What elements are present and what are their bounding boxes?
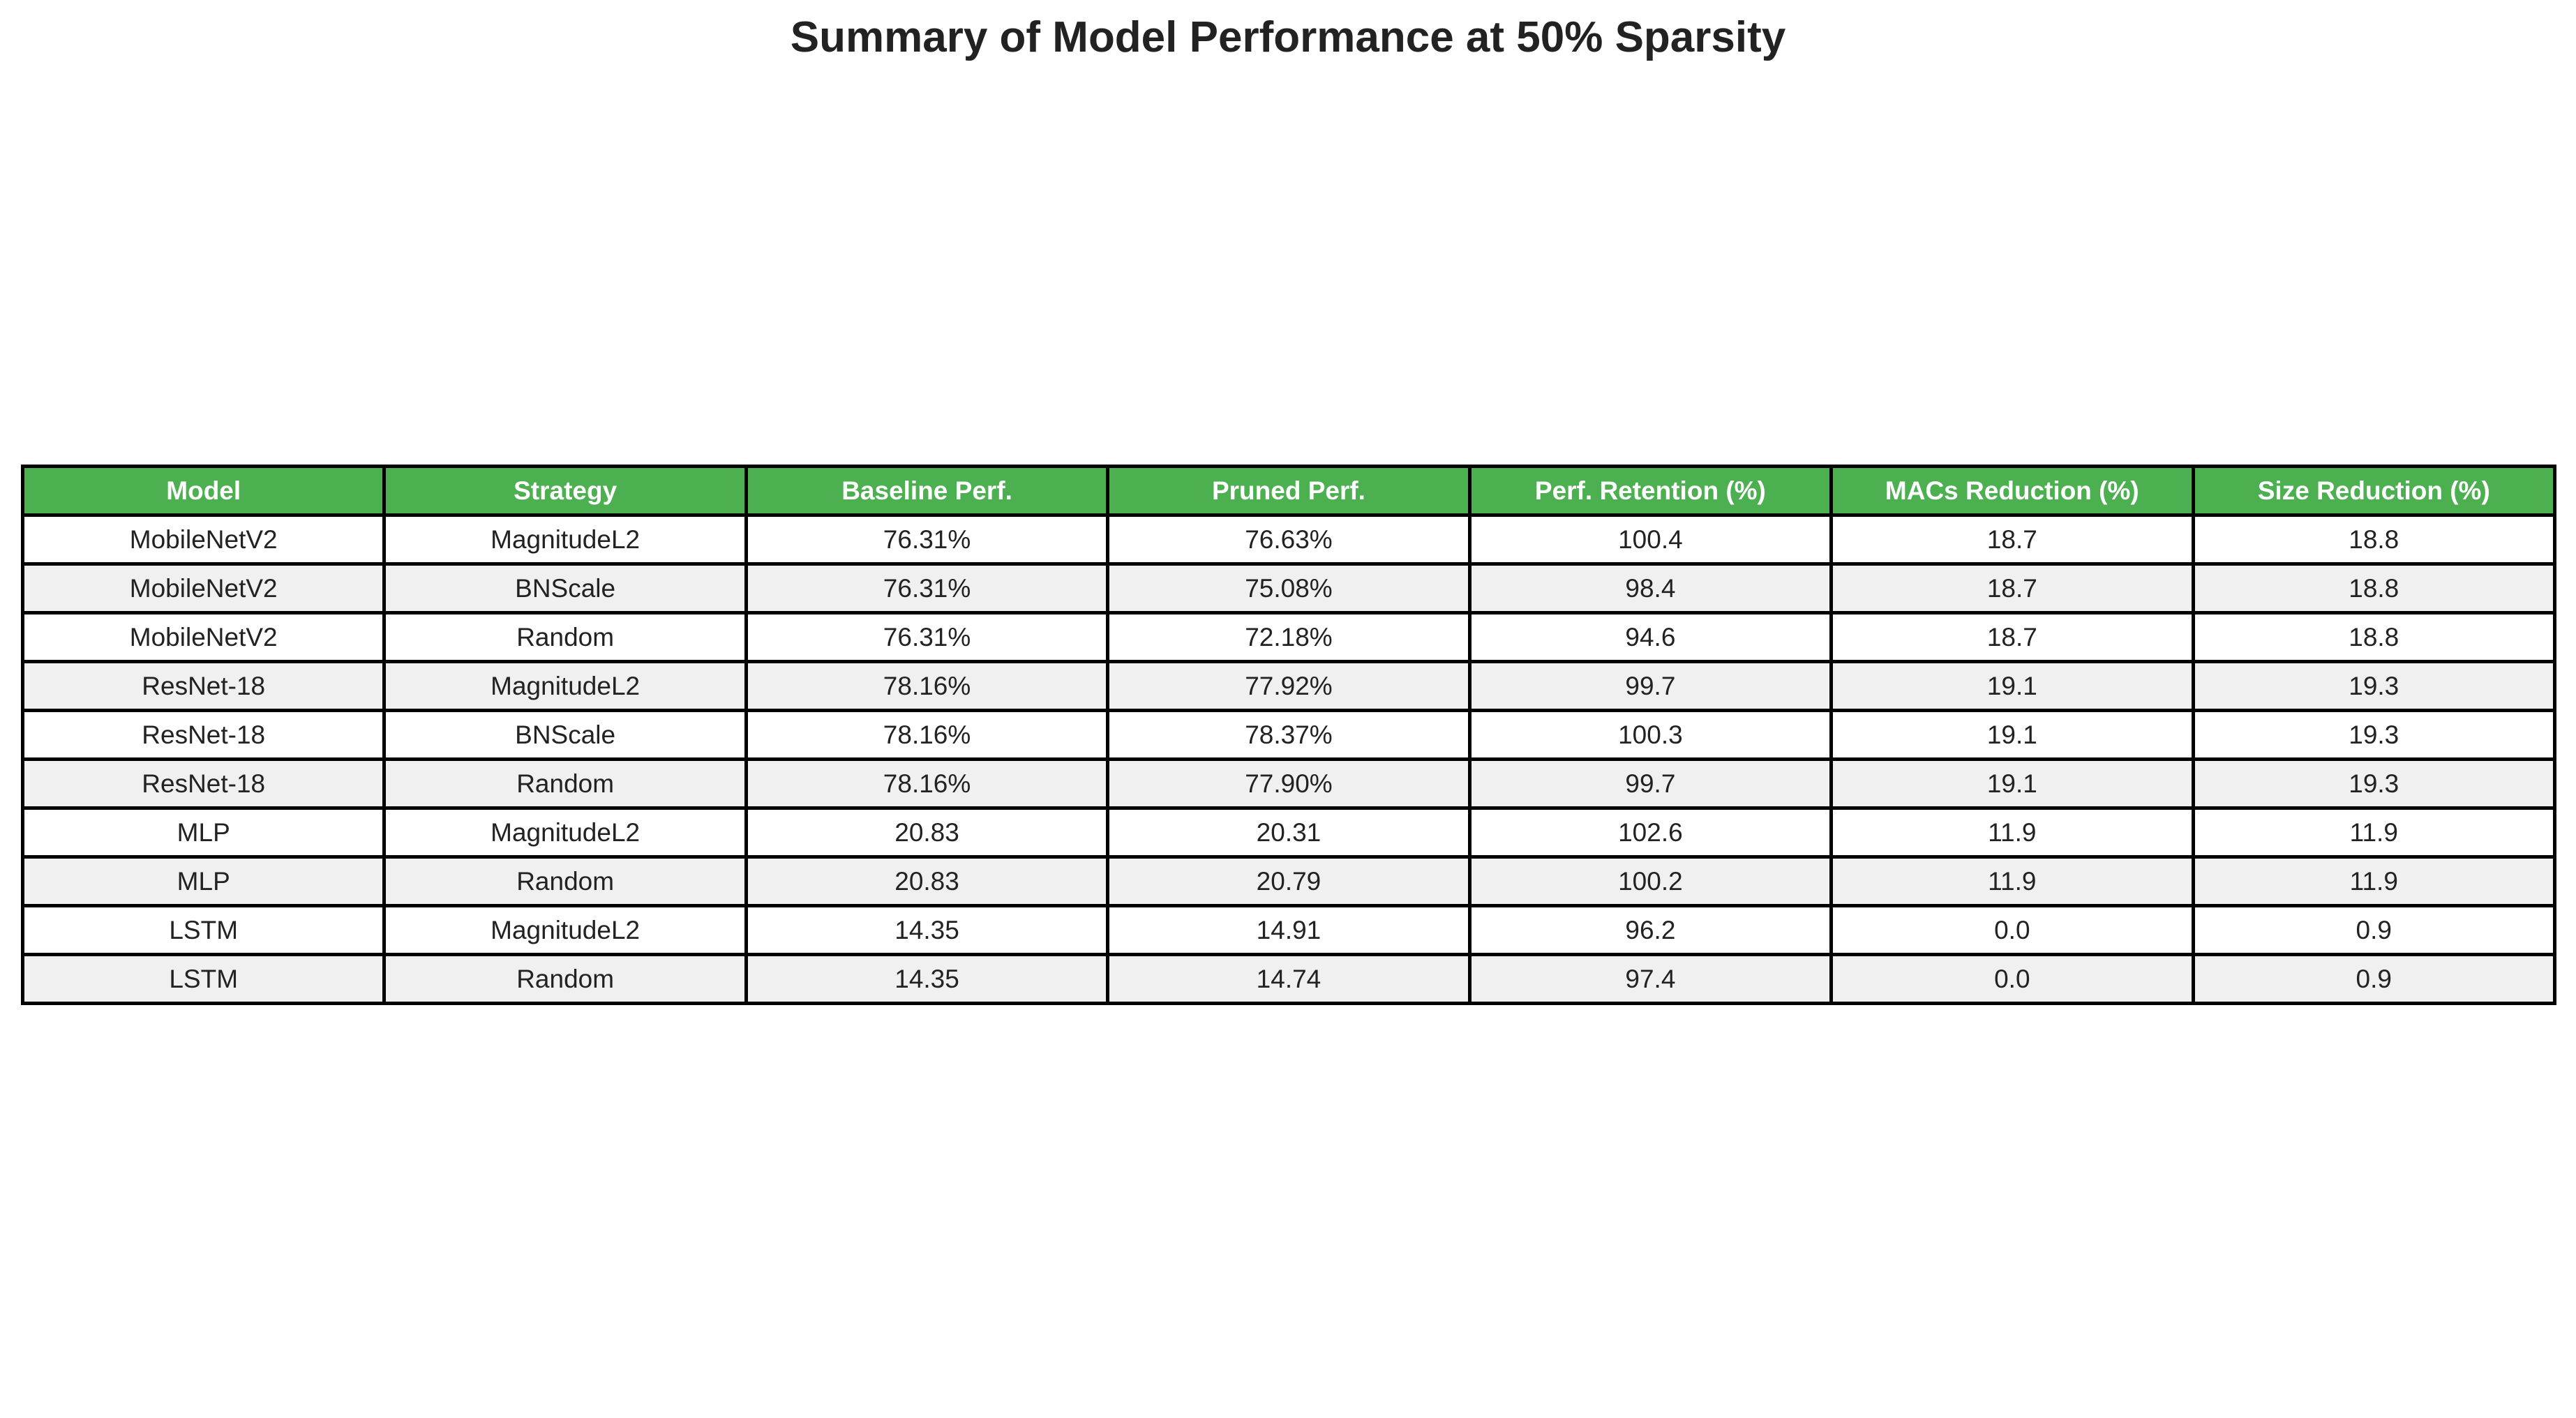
table-cell: MobileNetV2: [20, 562, 387, 614]
table-cell: MagnitudeL2: [382, 513, 748, 566]
table-cell: 0.0: [1829, 904, 2195, 956]
table-row: LSTM Random 14.35 14.74 97.4 0.0 0.9: [20, 953, 2557, 1005]
table-cell: 0.0: [1829, 953, 2195, 1005]
table-row: MobileNetV2 MagnitudeL2 76.31% 76.63% 100.4 1…: [20, 513, 2557, 566]
table-cell: 18.8: [2191, 611, 2557, 663]
table-cell: BNScale: [382, 562, 748, 614]
table-cell: 11.9: [1829, 855, 2195, 907]
column-header: MACs Reduction (%): [1829, 465, 2195, 517]
table-cell: 77.90%: [1106, 757, 1472, 810]
table-cell: LSTM: [20, 953, 387, 1005]
table-row: MLP Random 20.83 20.79 100.2 11.9 11.9: [20, 855, 2557, 907]
table-cell: MLP: [20, 855, 387, 907]
header-row: Model Strategy Baseline Perf. Pruned Perf. P…: [20, 465, 2557, 517]
table-cell: 14.91: [1106, 904, 1472, 956]
table-cell: 76.31%: [744, 562, 1110, 614]
table-cell: MobileNetV2: [20, 611, 387, 663]
table-cell: 14.35: [744, 953, 1110, 1005]
table-header: Model Strategy Baseline Perf. Pruned Perf. P…: [20, 465, 2557, 517]
table-cell: 78.16%: [744, 660, 1110, 712]
table-cell: 14.35: [744, 904, 1110, 956]
table-cell: 11.9: [1829, 806, 2195, 859]
table-row: MLP MagnitudeL2 20.83 20.31 102.6 11.9 11.9: [20, 806, 2557, 859]
table-cell: 18.8: [2191, 513, 2557, 566]
table-cell: 100.3: [1467, 709, 1834, 761]
table-cell: 76.63%: [1106, 513, 1472, 566]
table-cell: 19.3: [2191, 757, 2557, 810]
table-cell: 20.83: [744, 855, 1110, 907]
table-cell: Random: [382, 855, 748, 907]
table-cell: 11.9: [2191, 855, 2557, 907]
table-cell: 0.9: [2191, 953, 2557, 1005]
table-row: ResNet-18 Random 78.16% 77.90% 99.7 19.1 19.3: [20, 757, 2557, 810]
table-cell: 11.9: [2191, 806, 2557, 859]
table-cell: 78.16%: [744, 709, 1110, 761]
column-header: Perf. Retention (%): [1467, 465, 1834, 517]
table-cell: MLP: [20, 806, 387, 859]
table-cell: 19.3: [2191, 709, 2557, 761]
table-cell: 19.3: [2191, 660, 2557, 712]
table-cell: MagnitudeL2: [382, 660, 748, 712]
table-body: MobileNetV2 MagnitudeL2 76.31% 76.63% 100.4 1…: [20, 513, 2557, 1005]
table-cell: MobileNetV2: [20, 513, 387, 566]
table-cell: 78.16%: [744, 757, 1110, 810]
table-cell: 19.1: [1829, 757, 2195, 810]
table-cell: 18.8: [2191, 562, 2557, 614]
table-cell: 99.7: [1467, 757, 1834, 810]
table-cell: 99.7: [1467, 660, 1834, 712]
table-cell: 20.31: [1106, 806, 1472, 859]
column-header: Size Reduction (%): [2191, 465, 2557, 517]
column-header: Model: [20, 465, 387, 517]
table-row: ResNet-18 MagnitudeL2 78.16% 77.92% 99.7 19.1…: [20, 660, 2557, 712]
table-cell: 19.1: [1829, 660, 2195, 712]
table-cell: Random: [382, 757, 748, 810]
table-cell: 94.6: [1467, 611, 1834, 663]
table-cell: Random: [382, 611, 748, 663]
table-cell: MagnitudeL2: [382, 904, 748, 956]
table-cell: 76.31%: [744, 611, 1110, 663]
table-cell: Random: [382, 953, 748, 1005]
column-header: Pruned Perf.: [1106, 465, 1472, 517]
table-cell: 77.92%: [1106, 660, 1472, 712]
table-row: MobileNetV2 Random 76.31% 72.18% 94.6 18.7 18.…: [20, 611, 2557, 663]
table-cell: 20.79: [1106, 855, 1472, 907]
column-header: Strategy: [382, 465, 748, 517]
table-cell: 19.1: [1829, 709, 2195, 761]
table-cell: 78.37%: [1106, 709, 1472, 761]
table-cell: 14.74: [1106, 953, 1472, 1005]
table-row: MobileNetV2 BNScale 76.31% 75.08% 98.4 18.7 18…: [20, 562, 2557, 614]
table-cell: 76.31%: [744, 513, 1110, 566]
table-row: ResNet-18 BNScale 78.16% 78.37% 100.3 19.1 19.…: [20, 709, 2557, 761]
table-cell: 0.9: [2191, 904, 2557, 956]
table-cell: BNScale: [382, 709, 748, 761]
table-cell: 18.7: [1829, 513, 2195, 566]
table-cell: 100.2: [1467, 855, 1834, 907]
table-cell: 72.18%: [1106, 611, 1472, 663]
column-header: Baseline Perf.: [744, 465, 1110, 517]
table-cell: 100.4: [1467, 513, 1834, 566]
table-cell: 20.83: [744, 806, 1110, 859]
table-cell: 97.4: [1467, 953, 1834, 1005]
table-cell: 102.6: [1467, 806, 1834, 859]
table-cell: LSTM: [20, 904, 387, 956]
table-cell: 75.08%: [1106, 562, 1472, 614]
chart-title: Summary of Model Performance at 50% Spar…: [790, 13, 1786, 61]
table-cell: ResNet-18: [20, 709, 387, 761]
table-row: LSTM MagnitudeL2 14.35 14.91 96.2 0.0 0.9: [20, 904, 2557, 956]
table-cell: 96.2: [1467, 904, 1834, 956]
table-cell: ResNet-18: [20, 757, 387, 810]
table-cell: 18.7: [1829, 611, 2195, 663]
summary-table: Model Strategy Baseline Perf. Pruned Perf. P…: [20, 465, 2557, 1005]
table-cell: MagnitudeL2: [382, 806, 748, 859]
table-cell: ResNet-18: [20, 660, 387, 712]
table-cell: 98.4: [1467, 562, 1834, 614]
table-cell: 18.7: [1829, 562, 2195, 614]
